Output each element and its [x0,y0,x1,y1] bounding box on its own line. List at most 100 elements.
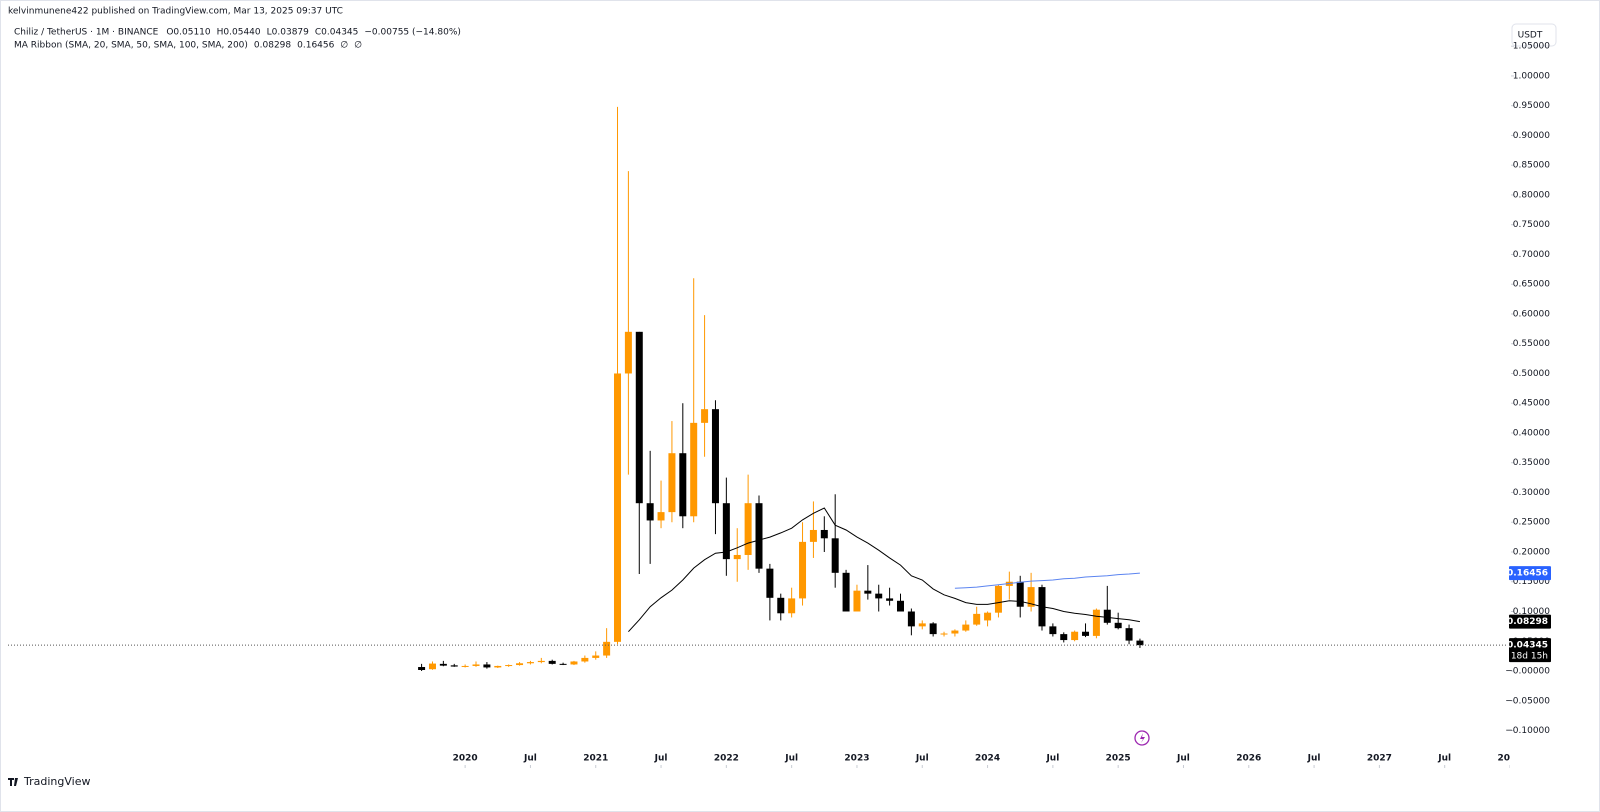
ohlc-value: H0.05440 [217,28,261,38]
y-tick-label: −0.00000 [1505,667,1550,677]
x-tick-label: Jul [1437,754,1451,764]
candle-body [788,598,796,614]
y-tick-label: −0.05000 [1505,696,1550,706]
currency-button[interactable] [1511,23,1557,47]
candle-body [1136,640,1144,646]
x-tick-label: 2024 [975,754,1000,764]
candle-body [559,663,567,665]
x-tick-label: Jul [784,754,798,764]
x-tick-label: 2027 [1367,754,1392,764]
y-tick-label: 0.90000 [1513,131,1550,141]
candle-body [461,665,469,667]
candle-body [548,660,556,664]
plot-pane: 2020 Jul 2021 Jul 2022 Jul 2023 Jul 2024 Jul 2025 J… [8,106,1522,768]
candle-body [526,662,534,664]
axes: −0.10000−0.05000−0.000000.050000.100000.… [1505,42,1551,736]
candle-body [581,657,589,662]
y-tick-label: 1.05000 [1513,42,1550,52]
ma-line [628,507,1140,633]
ohlc-value: −0.00755 (−14.80%) [364,28,461,38]
ohlc-value: L0.03879 [267,28,310,38]
candle-body [1092,609,1100,636]
x-tick-label: 2022 [714,754,739,764]
candle-body [679,453,687,517]
candle-body [1103,609,1111,623]
candle-body [820,529,828,539]
candle-body [635,331,643,504]
candle-body [755,503,763,569]
x-tick-label: 2020 [453,754,478,764]
candle-body [614,373,622,642]
candle-body [1125,628,1133,641]
y-tick-label: 0.40000 [1513,428,1550,438]
y-tick-label: 0.75000 [1513,220,1550,230]
candle-body [657,512,665,521]
candle-body [907,611,915,627]
candle-body [483,664,491,668]
x-tick-label: 2028 [1497,754,1522,764]
candle-body [809,529,817,542]
candle-body [450,665,458,667]
brand-mark [8,778,18,786]
candle-body [603,641,611,656]
price-tag [1509,638,1551,663]
y-tick-label: −0.10000 [1505,726,1550,736]
y-tick-label: 1.00000 [1513,71,1550,81]
y-tick-label: 0.55000 [1513,339,1550,349]
event-bolt [1140,733,1145,743]
price-tag-label: 0.04345 [1507,641,1548,651]
y-tick-label: 0.60000 [1513,309,1550,319]
candle-body [624,331,632,374]
candle-body [537,660,545,663]
price-tag-label: 0.16456 [1507,569,1548,579]
y-tick-label: 0.25000 [1513,518,1550,528]
x-tick-label: Jul [1045,754,1059,764]
indicator-value: 0.16456 [297,41,334,51]
y-tick-label: 0.70000 [1513,250,1550,260]
y-tick-label: 0.85000 [1513,161,1550,171]
x-tick-label: 2021 [583,754,608,764]
ohlc-value: C0.04345 [315,28,359,38]
ohlc-value: O0.05110 [166,28,211,38]
published-note: kelvinmunene422 published on TradingView… [8,7,343,17]
candle-body [799,541,807,599]
candle-body [428,663,436,670]
event-icon[interactable] [1134,730,1150,746]
price-tag-label: 0.08298 [1507,617,1548,627]
candle-body [690,422,698,517]
candle-body [711,409,719,504]
candle-body [1049,626,1057,635]
candle-body [831,538,839,573]
ma-line [954,572,1140,589]
y-tick-label: 0.15000 [1513,577,1550,587]
candle-body [886,598,894,601]
x-tick-label: 2025 [1106,754,1131,764]
x-tick-label: Jul [1307,754,1321,764]
x-tick-label: Jul [915,754,929,764]
candle-body [984,612,992,621]
candle-body [842,572,850,612]
candle-body [418,667,426,670]
candle-body [439,663,447,666]
y-tick-label: 0.95000 [1513,101,1550,111]
y-tick-label: 0.30000 [1513,488,1550,498]
currency-label[interactable]: USDT [1518,31,1543,41]
y-tick-label: 0.10000 [1513,607,1550,617]
y-tick-label: 0.45000 [1513,399,1550,409]
candle-body [494,665,502,668]
symbol-legend: Chiliz / TetherUS · 1M · BINANCE [14,28,159,38]
candle-body [973,613,981,625]
x-tick-label: Jul [1176,754,1190,764]
candle-body [646,503,654,521]
candle-body [733,554,741,560]
candle-body [951,630,959,634]
candle-body [766,568,774,598]
candle-body [929,623,937,635]
candle-body [994,585,1002,613]
y-tick-label: 0.65000 [1513,280,1550,290]
candle-body [570,661,578,665]
x-tick-label: 2026 [1236,754,1261,764]
x-tick-label: Jul [523,754,537,764]
